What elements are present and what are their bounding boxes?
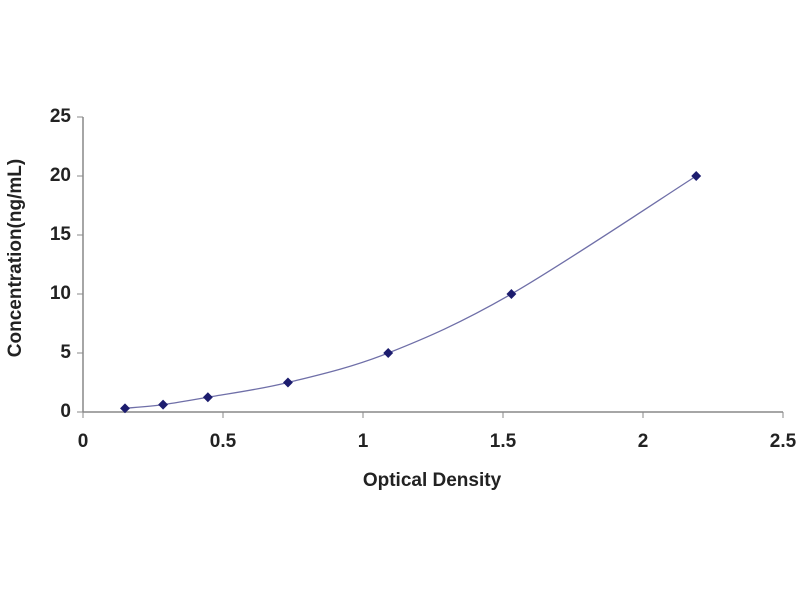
point xyxy=(691,171,702,181)
y-tick-label: 15 xyxy=(50,224,72,245)
y-axis-title: Concentration(ng/mL) xyxy=(5,159,26,357)
x-tick-label: 2 xyxy=(638,431,649,452)
x-tick-label: 1 xyxy=(358,431,369,452)
y-tick-label: 25 xyxy=(50,106,72,127)
point xyxy=(158,399,169,410)
y-tick-label: 0 xyxy=(60,401,71,422)
y-tick-label: 10 xyxy=(50,283,71,304)
point xyxy=(283,377,293,388)
point xyxy=(383,348,394,358)
point xyxy=(202,392,213,403)
x-tick-label: 0.5 xyxy=(210,431,237,452)
x-tick-label: 1.5 xyxy=(490,431,517,452)
x-tick-label: 2.5 xyxy=(770,431,797,452)
fit-curve xyxy=(124,175,697,409)
x-tick-label: 0 xyxy=(78,431,89,452)
y-tick-label: 20 xyxy=(50,165,71,186)
x-axis-title: Optical Density xyxy=(363,470,502,491)
y-tick-label: 5 xyxy=(60,342,71,363)
point xyxy=(506,289,517,299)
